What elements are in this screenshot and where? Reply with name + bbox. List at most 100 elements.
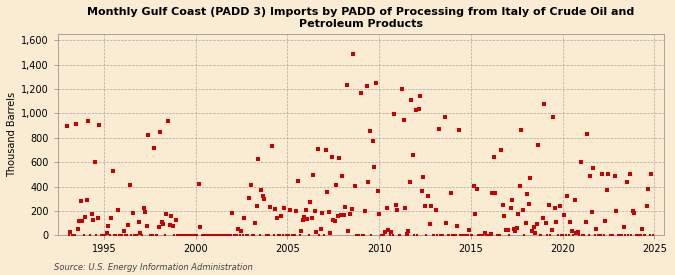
Point: [493, 233, 504, 238]
Point: [115, 233, 126, 238]
Point: [580, 220, 591, 224]
Point: [65, 230, 76, 235]
Point: [548, 115, 559, 119]
Point: [600, 218, 611, 223]
Point: [224, 233, 235, 238]
Point: [329, 219, 340, 224]
Point: [476, 233, 487, 238]
Point: [155, 130, 166, 135]
Point: [647, 233, 658, 238]
Point: [202, 233, 213, 238]
Point: [533, 143, 543, 148]
Point: [475, 233, 485, 238]
Point: [557, 233, 568, 238]
Point: [107, 169, 118, 173]
Point: [364, 129, 375, 133]
Point: [109, 233, 120, 238]
Point: [459, 233, 470, 238]
Point: [70, 233, 80, 238]
Point: [421, 233, 432, 238]
Point: [519, 233, 530, 238]
Point: [68, 233, 78, 238]
Point: [384, 233, 395, 238]
Point: [357, 233, 368, 238]
Point: [571, 230, 582, 235]
Point: [577, 233, 588, 238]
Point: [294, 233, 305, 238]
Point: [556, 233, 566, 238]
Point: [616, 233, 626, 238]
Point: [84, 233, 95, 238]
Point: [639, 233, 649, 238]
Point: [473, 233, 484, 238]
Point: [161, 211, 172, 216]
Point: [599, 233, 610, 238]
Point: [377, 233, 387, 238]
Point: [505, 206, 516, 210]
Point: [499, 213, 510, 218]
Text: Source: U.S. Energy Information Administration: Source: U.S. Energy Information Administ…: [54, 263, 252, 272]
Point: [112, 208, 123, 212]
Point: [124, 183, 135, 188]
Point: [591, 227, 601, 232]
Point: [588, 165, 599, 170]
Point: [328, 218, 339, 222]
Point: [171, 233, 182, 238]
Point: [228, 233, 239, 238]
Point: [100, 233, 111, 238]
Point: [578, 233, 589, 238]
Point: [306, 216, 317, 221]
Point: [355, 90, 366, 95]
Point: [180, 233, 190, 238]
Point: [119, 233, 130, 238]
Point: [496, 148, 507, 153]
Point: [285, 208, 296, 213]
Point: [175, 233, 186, 238]
Point: [256, 188, 267, 192]
Point: [424, 222, 435, 226]
Point: [164, 223, 175, 227]
Point: [360, 209, 371, 214]
Point: [193, 182, 204, 186]
Point: [404, 180, 415, 184]
Point: [113, 233, 124, 238]
Point: [126, 233, 137, 238]
Point: [491, 233, 502, 238]
Point: [449, 233, 460, 238]
Point: [217, 233, 228, 238]
Point: [244, 196, 254, 200]
Point: [478, 233, 489, 238]
Point: [524, 202, 535, 206]
Point: [369, 164, 380, 169]
Point: [152, 233, 163, 238]
Point: [169, 233, 180, 238]
Point: [138, 205, 149, 210]
Point: [245, 183, 256, 187]
Point: [135, 231, 146, 235]
Point: [190, 233, 201, 238]
Point: [242, 233, 253, 238]
Point: [111, 233, 122, 238]
Point: [410, 108, 421, 112]
Point: [210, 233, 221, 238]
Point: [479, 231, 490, 235]
Point: [458, 233, 468, 238]
Point: [645, 233, 655, 238]
Point: [354, 233, 364, 238]
Point: [234, 233, 245, 238]
Point: [136, 233, 147, 238]
Point: [334, 156, 345, 161]
Point: [201, 233, 212, 238]
Point: [257, 194, 268, 199]
Point: [335, 213, 346, 218]
Point: [315, 227, 326, 232]
Point: [443, 233, 454, 238]
Point: [181, 233, 192, 238]
Point: [132, 233, 143, 238]
Point: [537, 216, 548, 221]
Point: [331, 183, 342, 188]
Point: [539, 101, 549, 106]
Point: [456, 233, 467, 238]
Point: [89, 160, 100, 164]
Point: [429, 233, 439, 238]
